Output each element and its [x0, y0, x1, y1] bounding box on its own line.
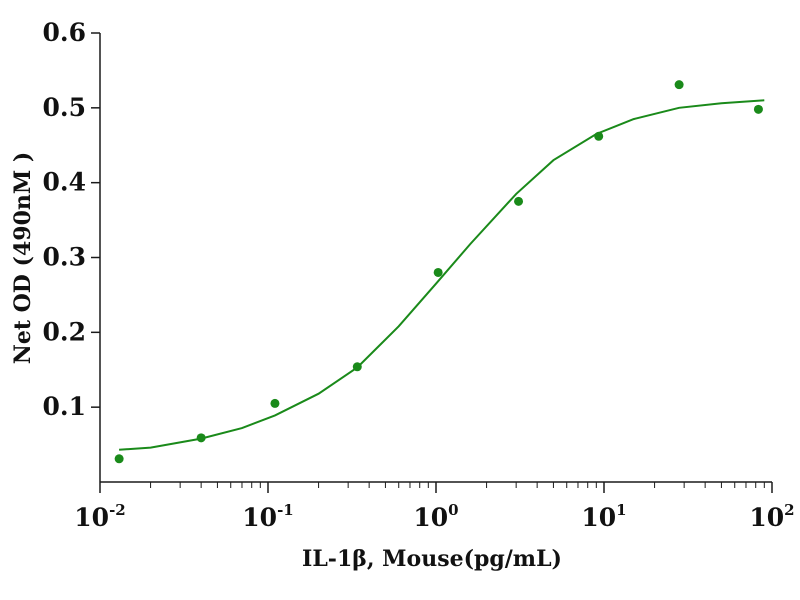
x-tick-base: 10	[581, 503, 616, 532]
x-tick-base: 10	[749, 503, 784, 532]
data-point	[196, 433, 206, 443]
ticks: 0.10.20.30.40.50.610-2 10-1 100 101 102	[43, 18, 795, 532]
data-point	[594, 131, 604, 141]
data-point	[753, 104, 763, 114]
data-point	[674, 80, 684, 90]
fit-curve	[119, 99, 765, 451]
x-tick-exponent: -2	[109, 501, 126, 519]
y-tick-label: 0.3	[43, 243, 87, 272]
y-axis-title: Net OD (490nM )	[10, 152, 36, 365]
x-tick-exponent: 1	[616, 501, 626, 519]
x-tick-label: 101	[581, 501, 626, 532]
x-tick-base: 10	[413, 503, 448, 532]
y-tick-label: 0.1	[43, 392, 87, 421]
data-point	[352, 362, 362, 372]
data-points	[114, 80, 763, 464]
x-tick-exponent: 0	[448, 501, 458, 519]
axes	[99, 33, 772, 483]
x-axis-title: IL-1β, Mouse(pg/mL)	[302, 546, 562, 572]
y-tick-label: 0.4	[43, 168, 87, 197]
y-tick-label: 0.2	[43, 317, 87, 346]
data-point	[514, 196, 524, 206]
x-tick-base: 10	[242, 503, 277, 532]
y-tick-label: 0.6	[43, 18, 87, 47]
data-point	[114, 454, 124, 464]
x-tick-label: 102	[749, 501, 794, 532]
y-tick-label: 0.5	[43, 93, 87, 122]
x-tick-label: 10-1	[242, 501, 293, 532]
x-tick-label: 100	[413, 501, 458, 532]
data-point	[270, 398, 280, 408]
data-point	[433, 267, 443, 277]
x-tick-label: 10-2	[74, 501, 125, 532]
x-tick-exponent: -1	[277, 501, 294, 519]
x-tick-exponent: 2	[784, 501, 794, 519]
x-tick-base: 10	[74, 503, 109, 532]
